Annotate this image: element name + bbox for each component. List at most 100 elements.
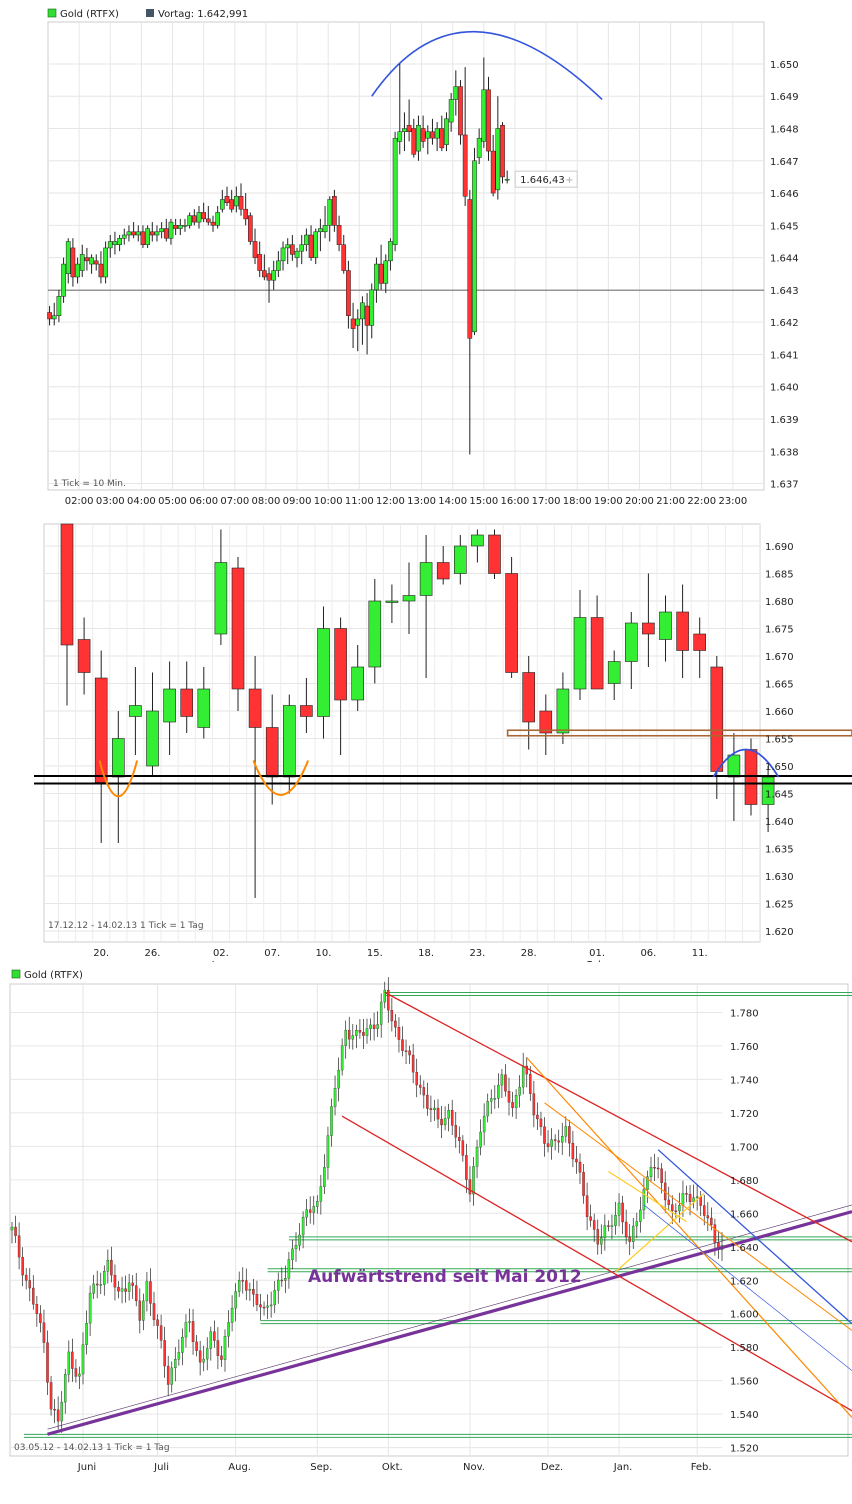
candle-body bbox=[419, 562, 433, 596]
candle-body bbox=[411, 1054, 415, 1073]
x-tick-label: 10. bbox=[316, 948, 332, 959]
candle-body bbox=[479, 1131, 482, 1148]
candle-body bbox=[257, 254, 263, 271]
chart1-candles bbox=[47, 57, 510, 455]
candle-body bbox=[28, 1280, 31, 1289]
candle-body bbox=[486, 89, 491, 152]
candle-body bbox=[88, 1293, 92, 1324]
candle-body bbox=[17, 1235, 21, 1258]
y-tick-label: 1.620 bbox=[730, 1276, 759, 1287]
yellow-line bbox=[615, 1192, 705, 1273]
legend-label-vortag: Vortag: 1.642,991 bbox=[158, 9, 248, 20]
last-price-arrow-icon: + bbox=[565, 175, 573, 186]
candle-body bbox=[210, 221, 216, 226]
candle-body bbox=[624, 1221, 628, 1238]
x-tick-label: 06. bbox=[640, 948, 656, 959]
candle-body bbox=[197, 688, 211, 728]
candle-body bbox=[347, 1029, 351, 1040]
candle-body bbox=[444, 118, 449, 145]
candle-body bbox=[327, 199, 333, 226]
candle-body bbox=[89, 257, 94, 265]
candle-body bbox=[177, 1352, 181, 1360]
candle-body bbox=[383, 260, 389, 284]
candle-body bbox=[448, 99, 454, 123]
candle-body bbox=[568, 1126, 571, 1144]
candle-body bbox=[159, 228, 164, 233]
candle-body bbox=[205, 1348, 209, 1360]
candle-body bbox=[351, 1035, 355, 1040]
candle-body bbox=[511, 1102, 514, 1108]
candle-body bbox=[215, 212, 221, 226]
candle-body bbox=[447, 1110, 450, 1119]
candle-body bbox=[120, 1288, 124, 1292]
candle-body bbox=[14, 1226, 17, 1236]
y-tick-label: 1.780 bbox=[730, 1008, 759, 1019]
candle-body bbox=[401, 1039, 404, 1051]
legend-swatch-gold bbox=[47, 8, 57, 18]
candle-body bbox=[500, 125, 505, 178]
chart1-footer: 1 Tick = 10 Min. bbox=[53, 479, 126, 489]
candle-body bbox=[471, 534, 484, 547]
y-tick-label: 1.660 bbox=[730, 1209, 759, 1220]
candle-body bbox=[392, 137, 398, 245]
candle-body bbox=[84, 257, 90, 262]
candle-body bbox=[420, 128, 426, 142]
chart3-x-axis: Juni Juli Aug. Sep. Okt. Nov. Dez. Jan. Feb. bbox=[77, 1462, 712, 1473]
candle-body bbox=[79, 254, 85, 271]
chart1-overlays bbox=[48, 30, 764, 291]
candle-body bbox=[355, 318, 361, 326]
candle-body bbox=[505, 573, 518, 673]
y-tick-label: 1.700 bbox=[730, 1142, 759, 1153]
candle-body bbox=[166, 1365, 170, 1385]
candle-body bbox=[247, 215, 253, 242]
candle-body bbox=[624, 622, 638, 662]
chart3-footer: 03.05.12 - 14.02.13 1 Tick = 1 Tag bbox=[14, 1443, 170, 1453]
candle-body bbox=[660, 1168, 663, 1184]
candle-body bbox=[462, 134, 468, 197]
legend-label-gold: Gold (RTFX) bbox=[60, 9, 119, 20]
candle-body bbox=[53, 1409, 56, 1411]
candle-body bbox=[163, 688, 176, 723]
candle-body bbox=[271, 270, 277, 281]
candle-body bbox=[319, 1186, 323, 1202]
candle-body bbox=[472, 1166, 475, 1195]
candle-body bbox=[117, 237, 122, 245]
candle-body bbox=[127, 1282, 131, 1292]
candle-body bbox=[358, 1030, 362, 1033]
x-tick-label: 18:00 bbox=[563, 496, 592, 507]
x-tick-label: 02:00 bbox=[65, 496, 94, 507]
candle-body bbox=[138, 1300, 142, 1321]
candle-body bbox=[646, 1176, 649, 1190]
chart2-footer: 17.12.12 - 14.02.13 1 Tick = 1 Tag bbox=[48, 921, 204, 931]
candle-body bbox=[113, 1274, 117, 1288]
candle-body bbox=[142, 1300, 145, 1321]
candle-body bbox=[252, 241, 258, 258]
candle-body bbox=[564, 1126, 568, 1137]
candle-body bbox=[406, 125, 412, 132]
candle-body bbox=[703, 1205, 706, 1216]
chart1-plot-frame bbox=[47, 21, 765, 491]
candle-body bbox=[163, 1340, 166, 1367]
candle-body bbox=[238, 196, 244, 210]
x-tick-label: 10:00 bbox=[314, 496, 343, 507]
purple-uptrend-thin bbox=[47, 1204, 852, 1430]
candle-body bbox=[149, 1281, 152, 1304]
intraday-chart: Gold (RTFX) Vortag: 1.642,991 1.637 1.638… bbox=[47, 8, 799, 507]
candle-body bbox=[436, 1107, 440, 1120]
candle-body bbox=[369, 289, 375, 326]
x-tick-label: 18. bbox=[418, 948, 434, 959]
candle-body bbox=[177, 225, 183, 229]
candle-body bbox=[81, 1344, 85, 1375]
candle-body bbox=[223, 1336, 227, 1360]
candle-body bbox=[688, 1194, 692, 1203]
candle-body bbox=[415, 1071, 418, 1086]
x-tick-label: 23. bbox=[469, 948, 485, 959]
candle-body bbox=[351, 666, 365, 701]
candle-body bbox=[336, 225, 342, 245]
candle-body bbox=[60, 523, 74, 646]
candle-body bbox=[333, 1088, 337, 1107]
candle-body bbox=[710, 1217, 713, 1225]
x-tick-label: 16:00 bbox=[501, 496, 530, 507]
candle-body bbox=[341, 244, 347, 271]
candle-body bbox=[556, 688, 570, 734]
